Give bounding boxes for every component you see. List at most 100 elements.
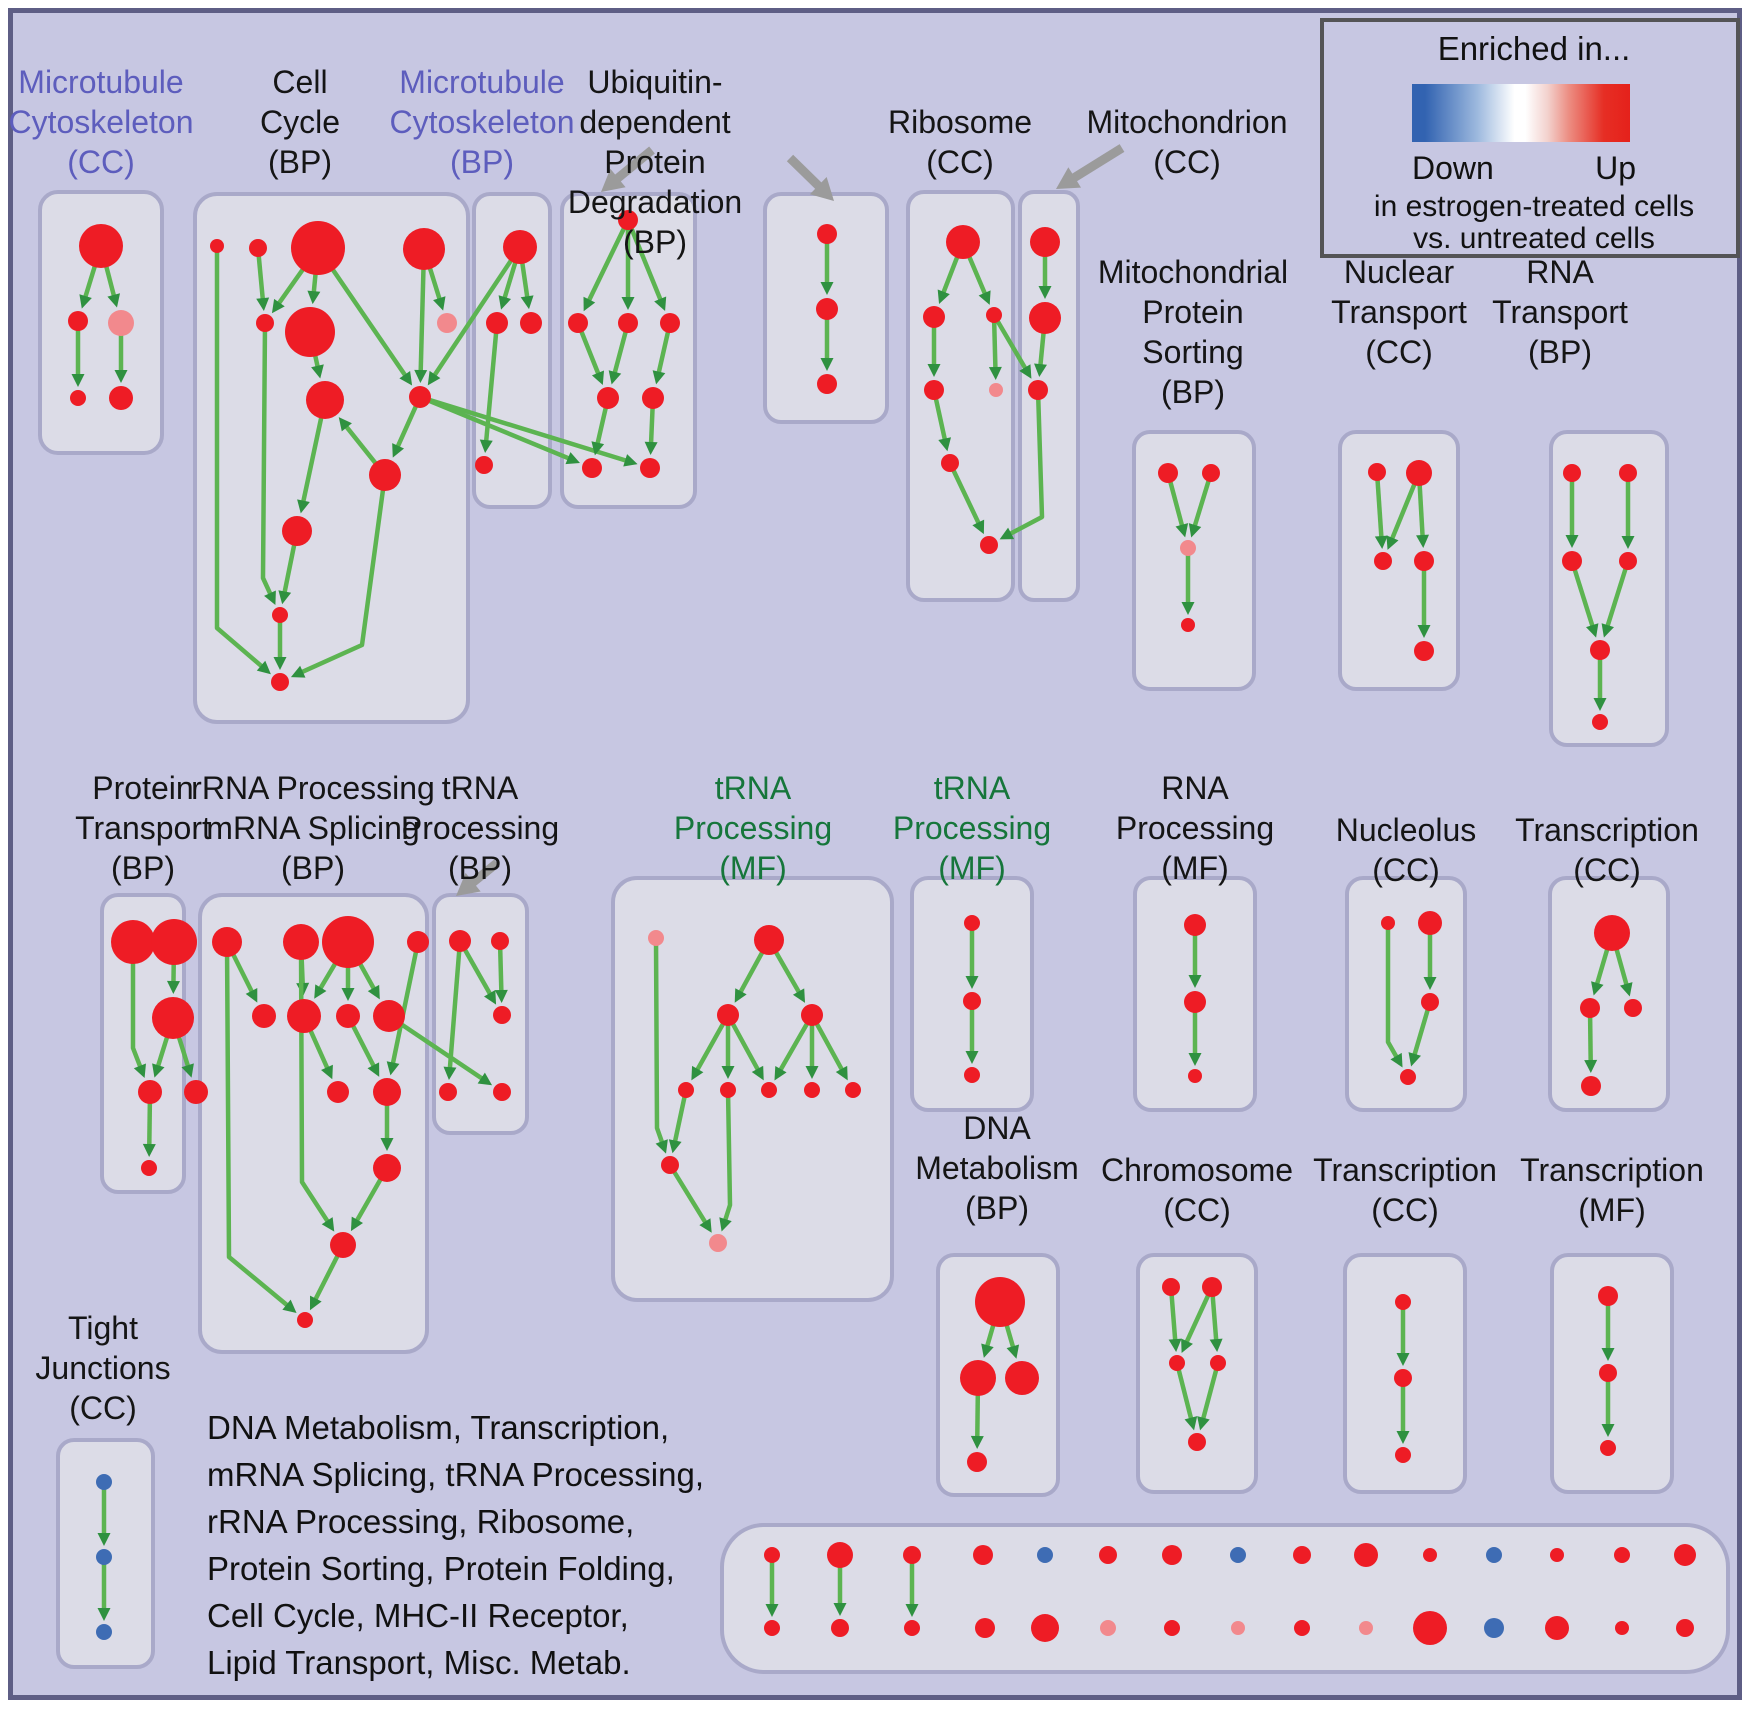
node-l10[interactable] [373, 1078, 401, 1106]
node-s1[interactable] [975, 1277, 1025, 1327]
node-y3[interactable] [904, 1620, 920, 1636]
node-v3[interactable] [1600, 1440, 1616, 1456]
node-i4[interactable] [1414, 551, 1434, 571]
node-w3[interactable] [96, 1624, 112, 1640]
node-x13[interactable] [1550, 1548, 1564, 1562]
node-l3[interactable] [322, 916, 374, 968]
node-w1[interactable] [96, 1474, 112, 1490]
node-b5[interactable] [256, 314, 274, 332]
node-q2[interactable] [1418, 911, 1442, 935]
node-y9[interactable] [1294, 1620, 1310, 1636]
node-r1[interactable] [1594, 915, 1630, 951]
node-g2[interactable] [1029, 302, 1061, 334]
node-j4[interactable] [1619, 552, 1637, 570]
node-h4[interactable] [1181, 618, 1195, 632]
node-s2[interactable] [960, 1360, 996, 1396]
node-y6[interactable] [1100, 1620, 1116, 1636]
node-x6[interactable] [1099, 1546, 1117, 1564]
node-x7[interactable] [1162, 1545, 1182, 1565]
node-x11[interactable] [1423, 1548, 1437, 1562]
node-f3[interactable] [986, 307, 1002, 323]
node-l12[interactable] [330, 1232, 356, 1258]
node-w2[interactable] [96, 1549, 112, 1565]
node-y8[interactable] [1231, 1621, 1245, 1635]
node-d6[interactable] [642, 387, 664, 409]
node-x15[interactable] [1674, 1544, 1696, 1566]
node-f7[interactable] [980, 536, 998, 554]
node-d5[interactable] [597, 387, 619, 409]
node-d7[interactable] [582, 458, 602, 478]
node-y5[interactable] [1031, 1614, 1059, 1642]
node-e2[interactable] [816, 298, 838, 320]
node-m2[interactable] [491, 932, 509, 950]
node-k2[interactable] [151, 919, 197, 965]
node-b4[interactable] [403, 228, 445, 270]
node-p3[interactable] [1188, 1069, 1202, 1083]
node-l8[interactable] [373, 1000, 405, 1032]
node-k5[interactable] [184, 1080, 208, 1104]
node-q4[interactable] [1400, 1069, 1416, 1085]
node-y7[interactable] [1164, 1620, 1180, 1636]
node-b3[interactable] [291, 221, 345, 275]
node-y14[interactable] [1615, 1621, 1629, 1635]
node-n6[interactable] [720, 1082, 736, 1098]
node-c4[interactable] [475, 456, 493, 474]
node-o3[interactable] [964, 1067, 980, 1083]
node-y10[interactable] [1359, 1621, 1373, 1635]
node-j2[interactable] [1619, 464, 1637, 482]
node-b13[interactable] [271, 673, 289, 691]
node-l11[interactable] [373, 1154, 401, 1182]
node-n7[interactable] [761, 1082, 777, 1098]
node-m1[interactable] [449, 930, 471, 952]
node-u1[interactable] [1395, 1294, 1411, 1310]
node-k1[interactable] [111, 920, 155, 964]
node-u3[interactable] [1395, 1447, 1411, 1463]
node-y15[interactable] [1676, 1619, 1694, 1637]
node-p1[interactable] [1184, 914, 1206, 936]
node-b2[interactable] [249, 239, 267, 257]
node-h2[interactable] [1202, 464, 1220, 482]
node-d3[interactable] [618, 313, 638, 333]
node-x12[interactable] [1486, 1547, 1502, 1563]
node-f2[interactable] [923, 306, 945, 328]
node-f5[interactable] [989, 383, 1003, 397]
node-o1[interactable] [964, 915, 980, 931]
node-x2[interactable] [827, 1542, 853, 1568]
node-l13[interactable] [297, 1312, 313, 1328]
node-e3[interactable] [817, 374, 837, 394]
node-b12[interactable] [272, 607, 288, 623]
node-o2[interactable] [963, 992, 981, 1010]
node-n2[interactable] [754, 925, 784, 955]
node-l6[interactable] [287, 999, 321, 1033]
node-x14[interactable] [1614, 1547, 1630, 1563]
node-q1[interactable] [1381, 916, 1395, 930]
node-p2[interactable] [1184, 991, 1206, 1013]
node-a4[interactable] [70, 390, 86, 406]
node-h3[interactable] [1180, 540, 1196, 556]
node-i5[interactable] [1414, 641, 1434, 661]
node-d8[interactable] [640, 458, 660, 478]
node-x4[interactable] [973, 1545, 993, 1565]
node-i2[interactable] [1406, 460, 1432, 486]
node-b11[interactable] [282, 516, 312, 546]
node-y11[interactable] [1413, 1611, 1447, 1645]
node-n3[interactable] [717, 1004, 739, 1026]
node-l9[interactable] [327, 1081, 349, 1103]
node-x1[interactable] [764, 1547, 780, 1563]
node-k4[interactable] [138, 1080, 162, 1104]
node-q3[interactable] [1421, 993, 1439, 1011]
node-x8[interactable] [1230, 1547, 1246, 1563]
node-x3[interactable] [903, 1546, 921, 1564]
node-d1[interactable] [618, 210, 638, 230]
node-l5[interactable] [252, 1004, 276, 1028]
node-r3[interactable] [1624, 999, 1642, 1017]
node-t3[interactable] [1169, 1355, 1185, 1371]
node-n11[interactable] [709, 1234, 727, 1252]
node-l4[interactable] [407, 931, 429, 953]
node-j3[interactable] [1562, 551, 1582, 571]
node-g1[interactable] [1030, 227, 1060, 257]
node-k6[interactable] [141, 1160, 157, 1176]
node-j5[interactable] [1590, 640, 1610, 660]
node-a2[interactable] [68, 311, 88, 331]
node-d4[interactable] [660, 313, 680, 333]
